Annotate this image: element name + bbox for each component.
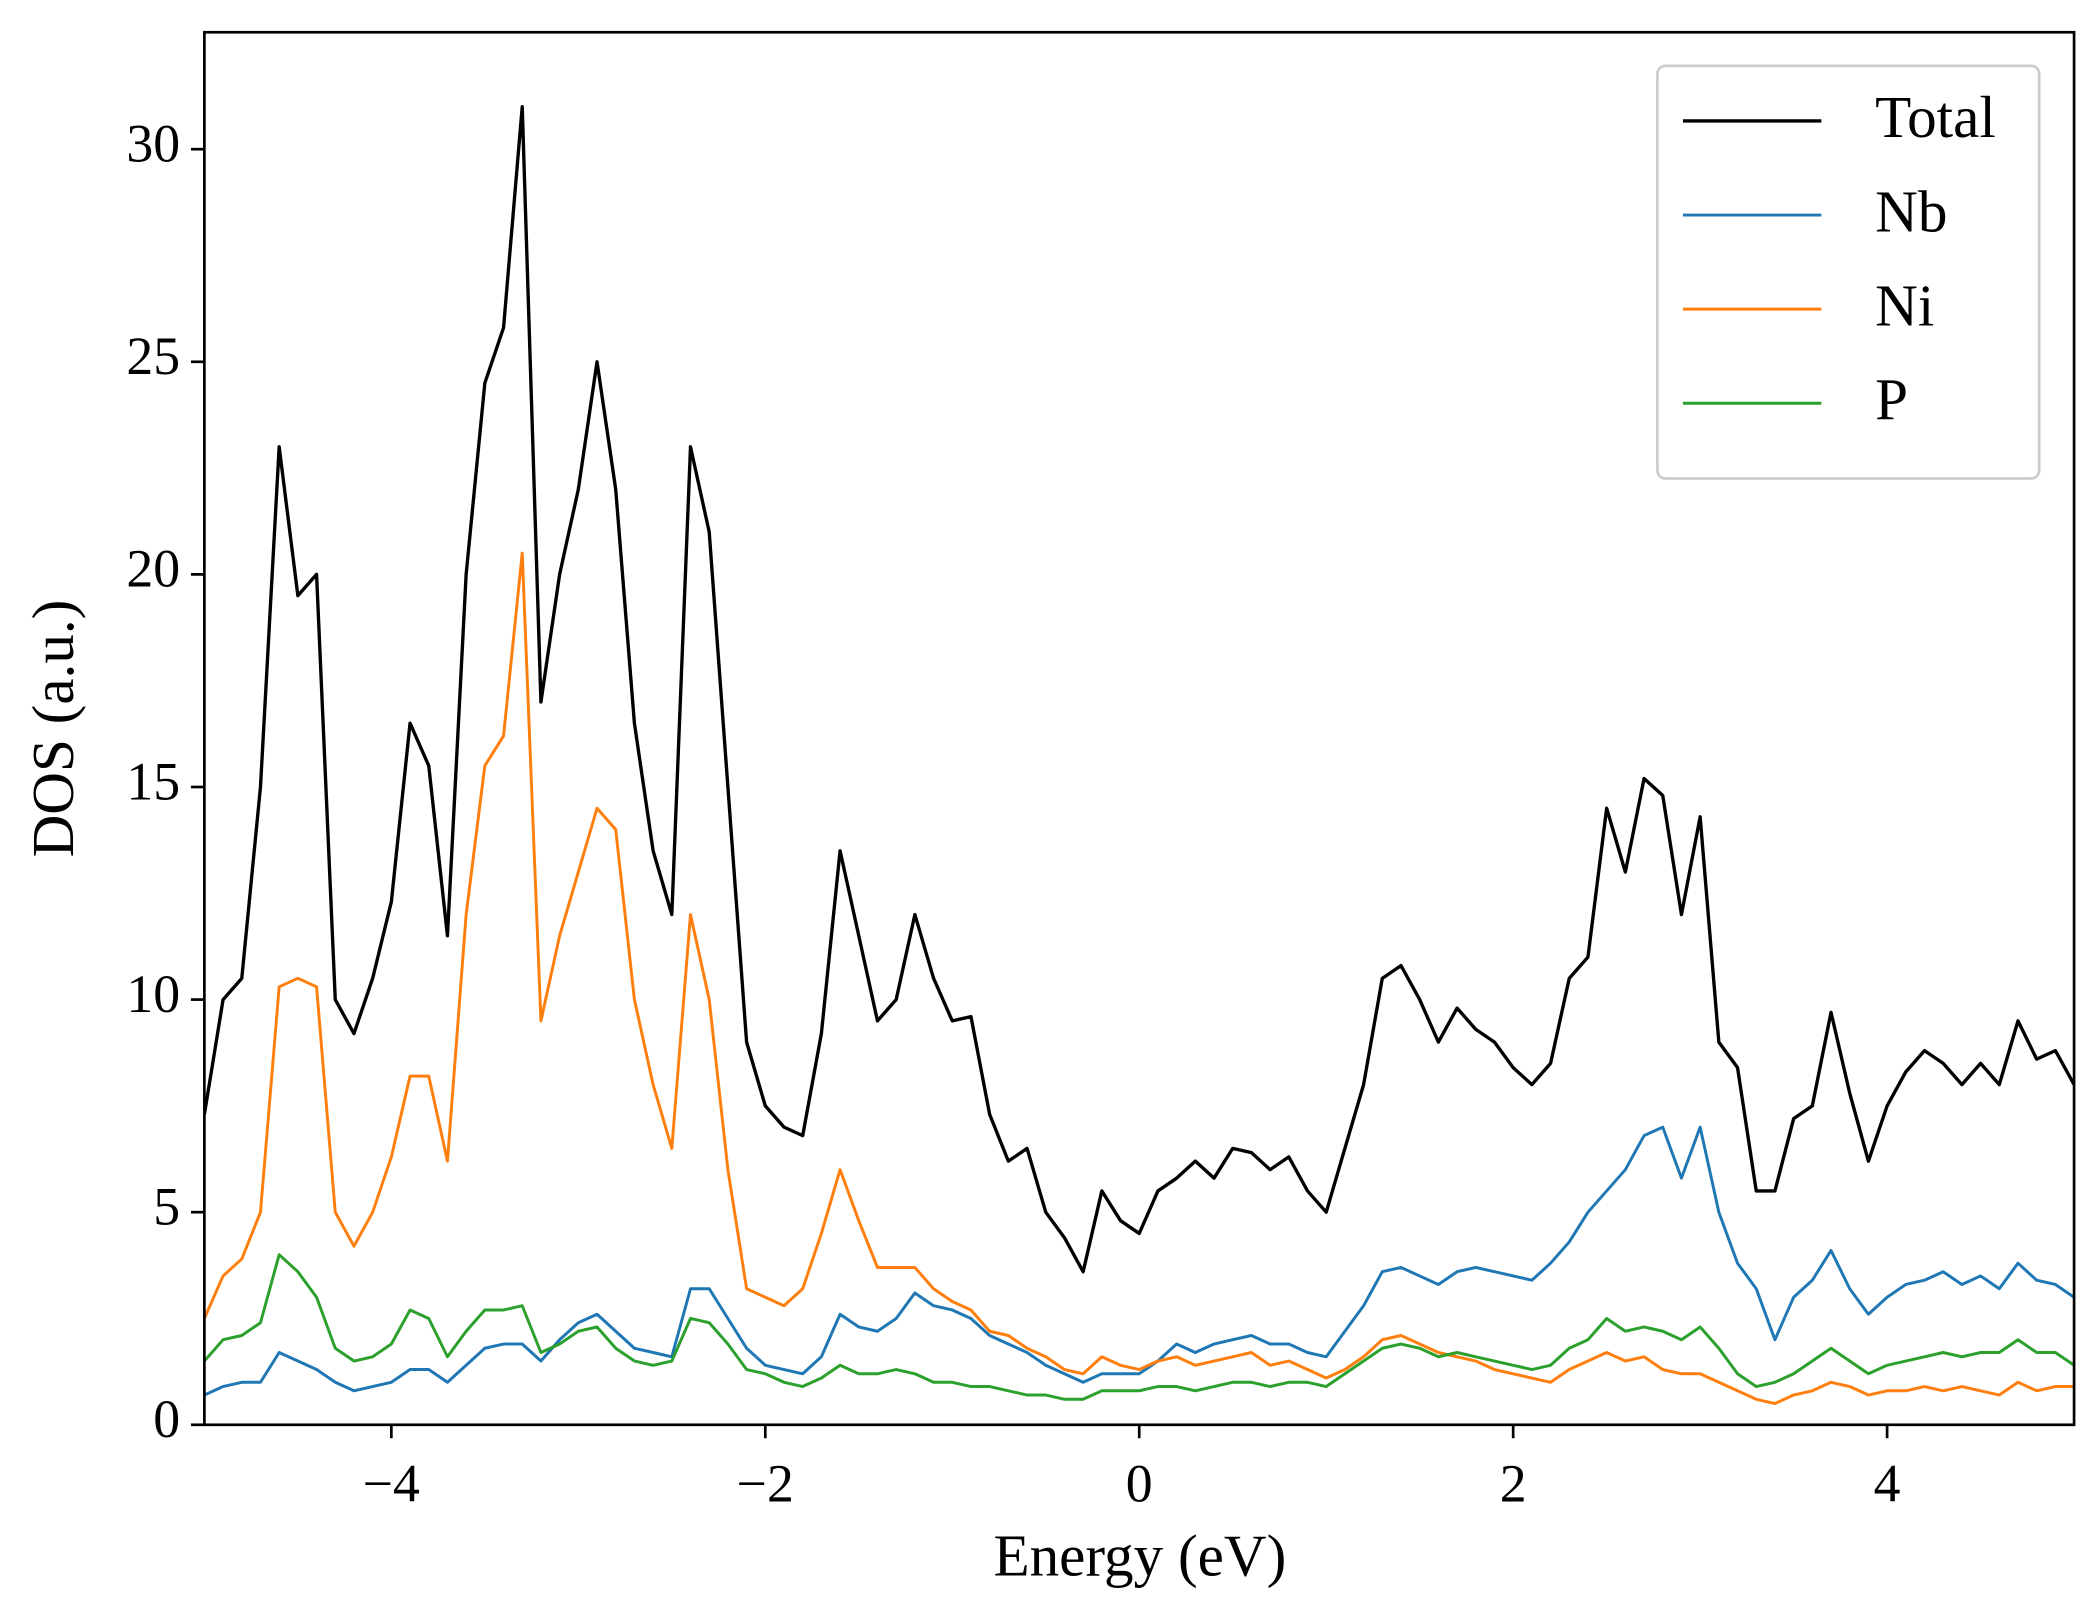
legend-label: Ni bbox=[1875, 272, 1934, 338]
legend-label: Total bbox=[1875, 84, 1996, 150]
plot-frame bbox=[203, 30, 2076, 1427]
y-axis-label: DOS (a.u.) bbox=[20, 600, 86, 858]
x-tick-label: 2 bbox=[1500, 1454, 1527, 1514]
legend-box bbox=[1656, 64, 2041, 480]
y-tick-label: 25 bbox=[126, 326, 180, 386]
y-tick-label: 20 bbox=[126, 539, 180, 599]
series-line bbox=[204, 104, 2075, 1274]
y-tick-label: 5 bbox=[153, 1177, 180, 1237]
series-line bbox=[204, 1253, 2075, 1401]
series-line bbox=[204, 551, 2075, 1406]
x-tick-label: −4 bbox=[363, 1454, 420, 1514]
x-tick-label: 4 bbox=[1874, 1454, 1901, 1514]
x-axis-label: Energy (eV) bbox=[994, 1522, 1287, 1588]
legend-label: P bbox=[1875, 367, 1908, 433]
y-tick-label: 30 bbox=[126, 114, 180, 174]
series-line bbox=[204, 1125, 2075, 1397]
x-tick-label: −2 bbox=[737, 1454, 794, 1514]
y-tick-label: 10 bbox=[126, 964, 180, 1024]
y-tick-label: 0 bbox=[153, 1389, 180, 1449]
legend-label: Nb bbox=[1875, 178, 1947, 244]
y-tick-label: 15 bbox=[126, 751, 180, 811]
x-tick-label: 0 bbox=[1126, 1454, 1153, 1514]
